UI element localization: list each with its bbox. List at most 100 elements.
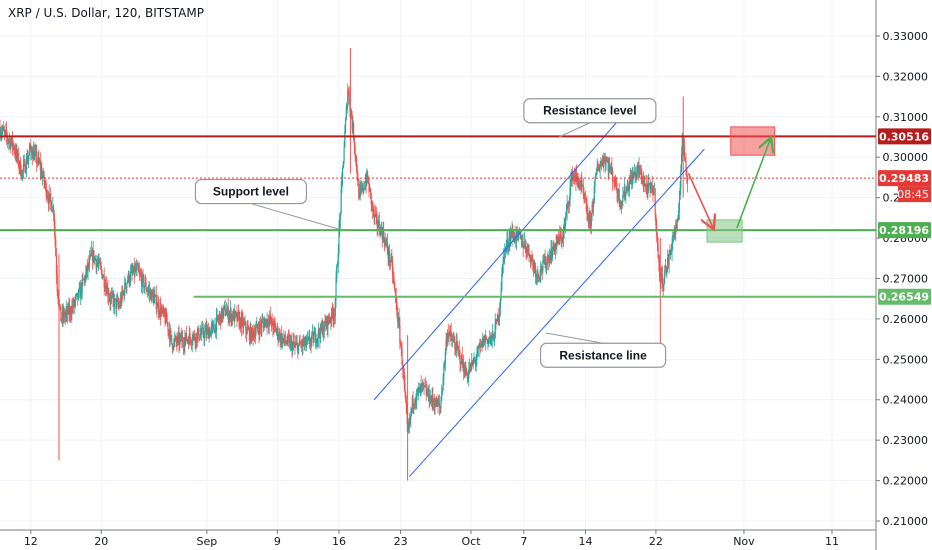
- candle-body: [236, 312, 238, 321]
- candle-body: [273, 321, 275, 330]
- candle-body: [73, 300, 75, 306]
- candle-body: [14, 150, 16, 153]
- candle-body: [140, 274, 142, 277]
- candle-body: [194, 338, 196, 343]
- price-label: 0.30516: [879, 130, 929, 143]
- candle-body: [312, 332, 314, 343]
- candle-body: [132, 266, 135, 273]
- candle-body: [539, 274, 541, 278]
- candle-body: [676, 221, 678, 230]
- candle-body: [492, 332, 494, 337]
- candle-body: [205, 327, 207, 335]
- projection-box: [706, 219, 743, 243]
- candle-body: [636, 165, 639, 168]
- candle-body: [202, 327, 204, 336]
- candle-body: [474, 359, 476, 361]
- candle-body: [455, 348, 457, 353]
- candle-body: [424, 386, 427, 387]
- candle-body: [615, 178, 617, 189]
- candle-body: [370, 192, 372, 205]
- candle-body: [521, 235, 523, 246]
- candle-body: [652, 190, 654, 196]
- candle-body: [103, 275, 105, 287]
- candle-body: [344, 131, 346, 148]
- candle-body: [32, 150, 34, 159]
- candle-body: [33, 150, 35, 161]
- candle-body: [283, 334, 285, 340]
- candle-body: [197, 328, 199, 333]
- candle-body: [148, 289, 150, 291]
- candle-body: [136, 265, 138, 267]
- candle-body: [336, 266, 338, 279]
- candle-body: [518, 231, 520, 234]
- candle-body: [28, 155, 30, 160]
- candle-body: [120, 299, 122, 304]
- candle-body: [245, 322, 247, 331]
- candle-body: [325, 323, 327, 327]
- candle-body: [658, 262, 661, 278]
- candle-body: [432, 401, 435, 404]
- candle-body: [681, 134, 683, 153]
- candle-body: [317, 337, 319, 339]
- candle-body: [67, 305, 69, 315]
- candle-body: [651, 184, 653, 191]
- candle-body: [334, 299, 336, 317]
- candle-body: [523, 247, 525, 249]
- candle-body: [34, 151, 36, 154]
- candle-body: [191, 341, 193, 344]
- candle-body: [551, 250, 554, 258]
- candle-body: [432, 394, 434, 402]
- candle-body: [28, 151, 30, 156]
- candle-body: [421, 382, 424, 385]
- candle-body: [623, 195, 625, 198]
- resistance-line-callout-box: [539, 342, 667, 368]
- candle-body: [284, 340, 286, 343]
- candle-body: [568, 200, 570, 205]
- candle-body: [496, 319, 498, 322]
- candle-body: [271, 318, 273, 326]
- candle-body: [178, 334, 180, 345]
- candle-body: [675, 224, 678, 230]
- candle-body: [464, 366, 466, 377]
- candle-body: [574, 178, 576, 182]
- candle-body: [519, 233, 521, 238]
- x-tick-label: 14: [578, 535, 592, 548]
- candle-body: [546, 258, 548, 265]
- candle-body: [374, 215, 376, 218]
- candle-body: [88, 257, 91, 266]
- candle-body: [380, 226, 382, 236]
- candle-body: [573, 174, 575, 176]
- candle-body: [326, 317, 328, 329]
- candle-body: [366, 171, 369, 181]
- candle-body: [90, 255, 92, 256]
- candle-body: [499, 299, 501, 308]
- candle-body: [548, 257, 550, 264]
- candle-body: [614, 178, 617, 186]
- candle-body: [121, 291, 123, 304]
- candle-body: [142, 274, 144, 277]
- candle-body: [338, 228, 340, 254]
- candle-body: [341, 176, 343, 189]
- candle-body: [126, 282, 128, 289]
- candle-body: [182, 337, 184, 343]
- candle-body: [146, 290, 148, 292]
- candle-body: [328, 320, 331, 322]
- candle-body: [425, 386, 427, 396]
- candle-body: [638, 165, 640, 172]
- candle-body: [657, 243, 659, 258]
- candle-body: [154, 295, 156, 297]
- candle-body: [138, 269, 140, 272]
- candle-body: [56, 274, 58, 292]
- candle-body: [186, 339, 188, 341]
- candle-body: [285, 342, 287, 344]
- candle-body: [0, 133, 3, 134]
- candle-body: [152, 294, 154, 303]
- candle-body: [327, 316, 329, 329]
- candle-body: [512, 230, 514, 236]
- candle-body: [553, 241, 555, 248]
- candle-body: [253, 333, 255, 338]
- candle-body: [123, 291, 125, 296]
- candle-body: [21, 171, 23, 178]
- x-tick-label: 9: [274, 535, 281, 548]
